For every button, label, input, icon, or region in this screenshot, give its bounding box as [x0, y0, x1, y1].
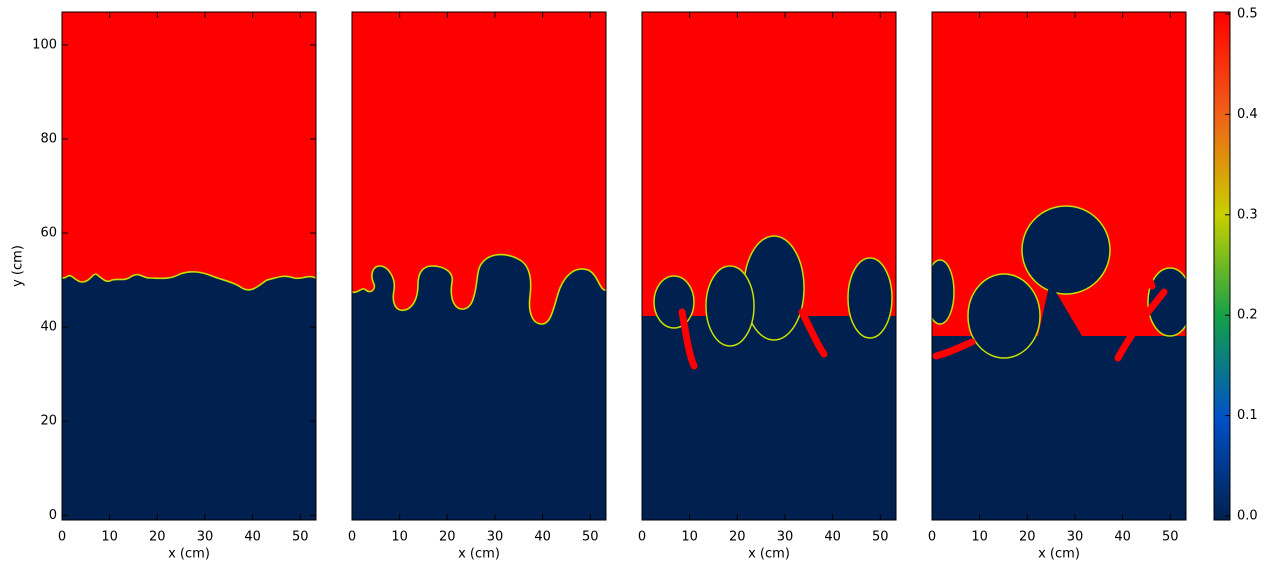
x-tick-label: 50 — [582, 530, 599, 545]
x-tick-label: 40 — [244, 530, 261, 545]
x-tick-label: 30 — [777, 530, 794, 545]
x-tick-label: 20 — [1019, 530, 1036, 545]
plot-frame — [61, 11, 317, 521]
x-tick-label: 50 — [1162, 530, 1179, 545]
plot-frame — [351, 11, 607, 521]
colorbar-tick-label: 0.4 — [1237, 107, 1258, 122]
y-tick-label: 40 — [40, 320, 57, 335]
x-tick-label: 10 — [101, 530, 118, 545]
plot-frame — [931, 11, 1187, 521]
x-tick-label: 0 — [638, 530, 646, 545]
x-tick-label: 0 — [348, 530, 356, 545]
x-tick-label: 40 — [824, 530, 841, 545]
y-tick-label: 60 — [40, 226, 57, 241]
colorbar-tick-label: 0.2 — [1237, 308, 1258, 323]
x-tick-label: 50 — [292, 530, 309, 545]
panel-image — [352, 12, 606, 520]
x-tick-label: 30 — [1067, 530, 1084, 545]
plot-frame — [641, 11, 897, 521]
x-tick-label: 20 — [729, 530, 746, 545]
colorbar-frame — [1213, 11, 1231, 521]
colorbar-tick-label: 0.1 — [1237, 408, 1258, 423]
x-tick-label: 10 — [971, 530, 988, 545]
x-axis-label: x (cm) — [748, 547, 790, 562]
x-axis-label: x (cm) — [458, 547, 500, 562]
colorbar — [1214, 12, 1230, 520]
x-tick-label: 40 — [1114, 530, 1131, 545]
colorbar-tick-label: 0.0 — [1237, 509, 1258, 524]
y-tick-label: 20 — [40, 414, 57, 429]
x-tick-label: 30 — [487, 530, 504, 545]
panel-image — [932, 12, 1186, 520]
panel-image — [62, 12, 316, 520]
x-tick-label: 20 — [149, 530, 166, 545]
colorbar-tick-label: 0.5 — [1237, 7, 1258, 22]
x-tick-label: 10 — [391, 530, 408, 545]
x-tick-label: 0 — [58, 530, 66, 545]
x-tick-label: 10 — [681, 530, 698, 545]
colorbar-tick-label: 0.3 — [1237, 207, 1258, 222]
x-tick-label: 0 — [928, 530, 936, 545]
x-axis-label: x (cm) — [1038, 547, 1080, 562]
x-tick-label: 40 — [534, 530, 551, 545]
y-tick-label: 0 — [49, 508, 57, 523]
panel-image — [642, 12, 896, 520]
y-tick-label: 100 — [32, 37, 57, 52]
x-tick-label: 50 — [872, 530, 889, 545]
y-tick-label: 80 — [40, 132, 57, 147]
x-axis-label: x (cm) — [168, 547, 210, 562]
x-tick-label: 30 — [197, 530, 214, 545]
y-axis-label: y (cm) — [11, 245, 26, 287]
x-tick-label: 20 — [439, 530, 456, 545]
